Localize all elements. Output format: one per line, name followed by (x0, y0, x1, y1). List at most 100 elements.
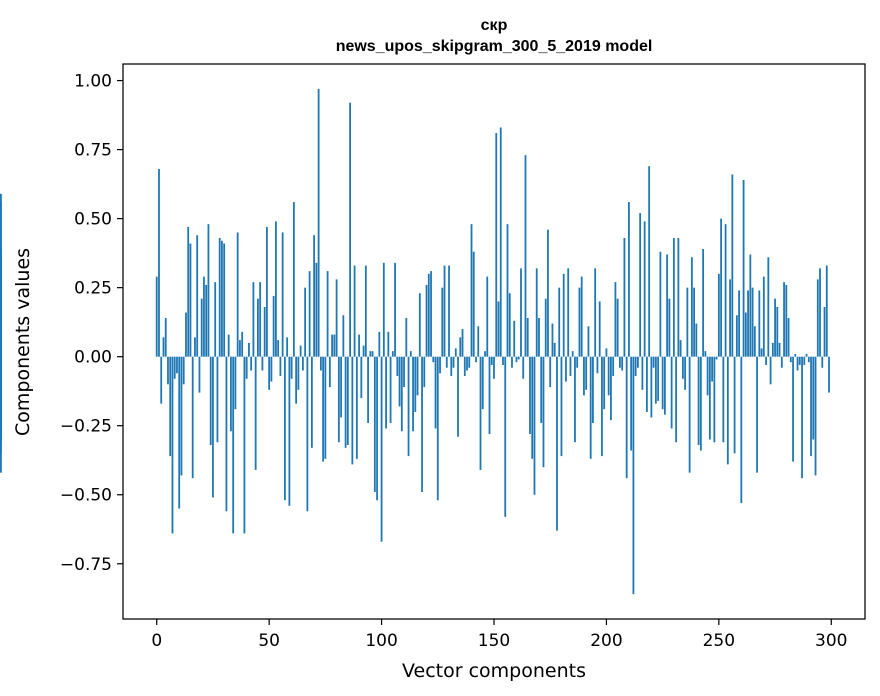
bar (173, 356, 176, 379)
bar (304, 287, 307, 357)
bar (616, 298, 619, 357)
chart-title: скр (481, 17, 508, 34)
bar (313, 235, 316, 357)
bar (733, 356, 736, 454)
bar (544, 298, 547, 357)
bar (731, 174, 734, 357)
y-tick-label: 1.00 (74, 72, 112, 92)
bar (531, 356, 534, 459)
bar (628, 202, 630, 357)
bar (430, 271, 432, 357)
bar (155, 276, 158, 357)
bar (164, 318, 167, 357)
bar (740, 356, 743, 504)
bar (681, 356, 684, 379)
bar (468, 356, 471, 368)
bar (176, 356, 178, 374)
bar (160, 356, 163, 404)
bar (239, 340, 241, 357)
bar (587, 326, 590, 357)
bar (641, 356, 644, 390)
bar (789, 356, 792, 363)
bar (187, 226, 190, 357)
bar (196, 235, 199, 357)
bar (816, 279, 819, 357)
bar (576, 356, 579, 368)
bar (668, 298, 671, 357)
bar (598, 301, 601, 357)
bar (819, 268, 821, 357)
bar (421, 356, 423, 492)
bar (281, 232, 284, 357)
y-axis-label: Components values (12, 248, 34, 436)
bar (610, 356, 612, 421)
bar (729, 279, 731, 357)
bar (756, 356, 758, 473)
bar (448, 265, 450, 357)
bar (450, 356, 453, 377)
bar (418, 293, 421, 357)
bar (333, 334, 336, 357)
bar (654, 356, 657, 404)
bar (589, 356, 592, 459)
bar (472, 251, 475, 357)
bar (331, 334, 334, 357)
bar (310, 356, 313, 448)
bar (596, 356, 599, 374)
bar (742, 179, 745, 357)
x-tick-label: 200 (590, 631, 622, 651)
bar (592, 356, 594, 423)
bar (571, 351, 574, 357)
bar (747, 290, 749, 357)
bar (695, 323, 698, 357)
bar (326, 271, 329, 357)
bar (774, 298, 776, 357)
bar (823, 306, 826, 357)
bar (432, 356, 435, 363)
bar (259, 282, 262, 357)
bar (443, 265, 446, 357)
bar (400, 356, 403, 432)
bar (234, 356, 237, 410)
bar (672, 237, 675, 357)
bar (814, 356, 817, 476)
bar (358, 334, 360, 357)
bar (203, 276, 205, 357)
bar (675, 356, 678, 443)
bar (207, 224, 210, 357)
bar (200, 298, 203, 357)
bar (236, 232, 239, 357)
bar (409, 351, 412, 357)
bar (286, 337, 289, 357)
bar (301, 356, 304, 371)
bar (169, 356, 172, 457)
bar (828, 356, 830, 393)
bar (722, 356, 725, 443)
bar (308, 271, 311, 357)
bar (542, 356, 545, 468)
bar (185, 312, 187, 357)
bar (711, 356, 713, 382)
bar (607, 356, 610, 396)
bar (738, 290, 740, 357)
bar (502, 356, 504, 365)
bar (335, 279, 338, 357)
bar (508, 293, 511, 357)
bar (182, 356, 185, 385)
bar (614, 282, 617, 357)
bar (780, 356, 783, 368)
bar (565, 356, 567, 382)
bar (639, 213, 642, 357)
bar (551, 323, 554, 357)
bar (580, 276, 583, 357)
bar (652, 356, 655, 368)
bar (212, 356, 214, 498)
bar (601, 356, 603, 457)
bar (783, 282, 785, 357)
bar (461, 329, 464, 357)
bar (364, 265, 367, 357)
bar (497, 301, 500, 357)
bar (661, 356, 664, 410)
bar (562, 273, 565, 357)
bar (351, 356, 354, 465)
